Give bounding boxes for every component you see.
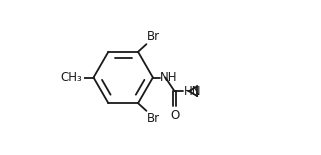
Text: Br: Br xyxy=(147,112,160,125)
Text: Br: Br xyxy=(147,30,160,43)
Text: CH₃: CH₃ xyxy=(61,71,82,84)
Text: HN: HN xyxy=(184,85,201,98)
Text: O: O xyxy=(170,109,179,122)
Text: NH: NH xyxy=(160,71,178,84)
